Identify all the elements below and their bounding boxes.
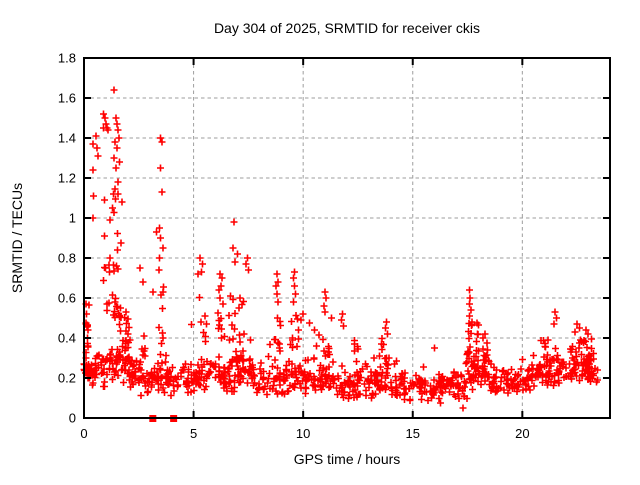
y-tick-label: 1 [69, 211, 76, 226]
plot-frame [83, 57, 611, 419]
grid-lines [84, 58, 610, 418]
x-axis-label: GPS time / hours [294, 451, 401, 467]
tick-labels: 0 5 10 15 20 0 0.2 0.4 0.6 0.8 1 1.2 1.4 1.6 1.8 [58, 51, 530, 442]
plot-title: Day 304 of 2025, SRMTID for receiver cki… [214, 20, 480, 36]
x-tick-label: 0 [80, 426, 87, 441]
y-tick-label: 1.4 [58, 131, 76, 146]
y-tick-label: 1.6 [58, 91, 76, 106]
y-tick-label: 0.6 [58, 291, 76, 306]
x-tick-label: 15 [406, 426, 420, 441]
y-tick-label: 0.4 [58, 331, 76, 346]
y-tick-label: 1.2 [58, 171, 76, 186]
y-tick-label: 1.8 [58, 51, 76, 66]
y-tick-label: 0.2 [58, 371, 76, 386]
y-tick-label: 0.8 [58, 251, 76, 266]
y-tick-label: 0 [69, 411, 76, 426]
x-tick-label: 5 [190, 426, 197, 441]
y-axis-label: SRMTID / TECUs [9, 183, 25, 293]
data-points [80, 86, 601, 422]
x-tick-label: 20 [515, 426, 529, 441]
x-tick-label: 10 [296, 426, 310, 441]
